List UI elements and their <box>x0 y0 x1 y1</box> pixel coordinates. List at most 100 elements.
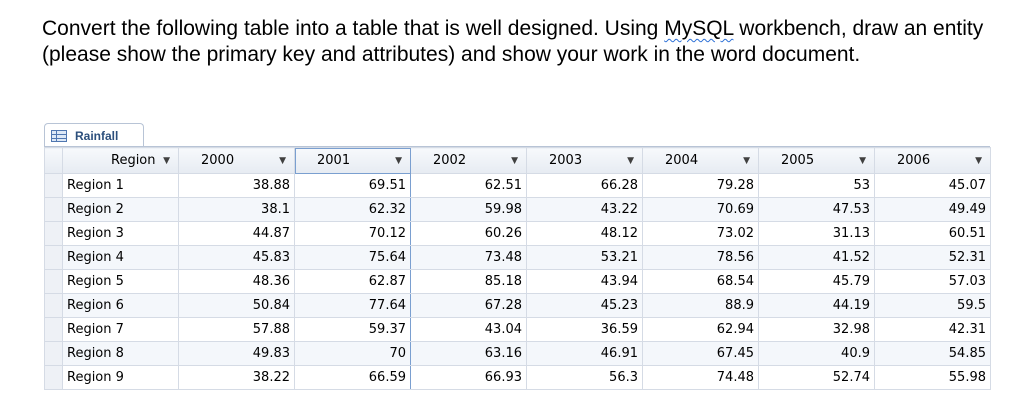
value-cell[interactable]: 66.93 <box>410 365 527 390</box>
value-cell[interactable]: 62.94 <box>642 317 759 342</box>
value-cell[interactable]: 45.07 <box>874 173 991 198</box>
dropdown-arrow-icon[interactable]: ▼ <box>975 155 982 166</box>
value-cell[interactable]: 66.59 <box>294 365 411 390</box>
value-cell[interactable]: 56.3 <box>526 365 643 390</box>
table-row[interactable]: Region 5 48.36 62.87 85.18 43.94 68.54 45.79 57… <box>44 269 991 294</box>
value-cell[interactable]: 57.88 <box>178 317 295 342</box>
value-cell[interactable]: 62.87 <box>294 269 411 294</box>
value-cell[interactable]: 38.1 <box>178 197 295 222</box>
value-cell[interactable]: 55.98 <box>874 365 991 390</box>
column-header-2001[interactable]: 2001 ▼ <box>294 147 411 174</box>
value-cell[interactable]: 38.88 <box>178 173 295 198</box>
value-cell[interactable]: 44.19 <box>758 293 875 318</box>
column-header-2000[interactable]: 2000 ▼ <box>178 147 295 174</box>
row-selector[interactable] <box>44 341 63 366</box>
column-header-2003[interactable]: 2003 ▼ <box>526 147 643 174</box>
column-header-2004[interactable]: 2004 ▼ <box>642 147 759 174</box>
value-cell[interactable]: 79.28 <box>642 173 759 198</box>
value-cell[interactable]: 48.12 <box>526 221 643 246</box>
row-selector[interactable] <box>44 173 63 198</box>
region-cell[interactable]: Region 2 <box>62 197 179 222</box>
value-cell[interactable]: 43.04 <box>410 317 527 342</box>
row-selector[interactable] <box>44 245 63 270</box>
value-cell[interactable]: 60.26 <box>410 221 527 246</box>
region-cell[interactable]: Region 6 <box>62 293 179 318</box>
dropdown-arrow-icon[interactable]: ▼ <box>511 155 518 166</box>
region-cell[interactable]: Region 8 <box>62 341 179 366</box>
value-cell[interactable]: 43.94 <box>526 269 643 294</box>
value-cell[interactable]: 52.31 <box>874 245 991 270</box>
value-cell[interactable]: 67.28 <box>410 293 527 318</box>
table-row[interactable]: Region 2 38.1 62.32 59.98 43.22 70.69 47.53 49.… <box>44 197 991 222</box>
value-cell[interactable]: 48.36 <box>178 269 295 294</box>
value-cell[interactable]: 53 <box>758 173 875 198</box>
row-selector[interactable] <box>44 197 63 222</box>
column-header-region[interactable]: Region ▼ <box>62 147 179 174</box>
value-cell[interactable]: 44.87 <box>178 221 295 246</box>
value-cell[interactable]: 70.69 <box>642 197 759 222</box>
table-row[interactable]: Region 4 45.83 75.64 73.48 53.21 78.56 41.52 52… <box>44 245 991 270</box>
value-cell[interactable]: 73.48 <box>410 245 527 270</box>
value-cell[interactable]: 63.16 <box>410 341 527 366</box>
row-selector[interactable] <box>44 365 63 390</box>
row-selector[interactable] <box>44 317 63 342</box>
region-cell[interactable]: Region 1 <box>62 173 179 198</box>
column-header-2005[interactable]: 2005 ▼ <box>758 147 875 174</box>
table-row[interactable]: Region 6 50.84 77.64 67.28 45.23 88.9 44.19 59.… <box>44 293 991 318</box>
value-cell[interactable]: 45.23 <box>526 293 643 318</box>
dropdown-arrow-icon[interactable]: ▼ <box>743 155 750 166</box>
value-cell[interactable]: 57.03 <box>874 269 991 294</box>
value-cell[interactable]: 88.9 <box>642 293 759 318</box>
row-selector[interactable] <box>44 293 63 318</box>
column-header-2006[interactable]: 2006 ▼ <box>874 147 991 174</box>
value-cell[interactable]: 78.56 <box>642 245 759 270</box>
table-row[interactable]: Region 7 57.88 59.37 43.04 36.59 62.94 32.98 42… <box>44 317 991 342</box>
dropdown-arrow-icon[interactable]: ▼ <box>627 155 634 166</box>
table-row[interactable]: Region 3 44.87 70.12 60.26 48.12 73.02 31.13 60… <box>44 221 991 246</box>
value-cell[interactable]: 77.64 <box>294 293 411 318</box>
value-cell[interactable]: 54.85 <box>874 341 991 366</box>
select-all-cell[interactable] <box>44 147 63 174</box>
region-cell[interactable]: Region 3 <box>62 221 179 246</box>
value-cell[interactable]: 52.74 <box>758 365 875 390</box>
value-cell[interactable]: 50.84 <box>178 293 295 318</box>
region-cell[interactable]: Region 5 <box>62 269 179 294</box>
value-cell[interactable]: 45.79 <box>758 269 875 294</box>
dropdown-arrow-icon[interactable]: ▼ <box>859 155 866 166</box>
column-header-2002[interactable]: 2002 ▼ <box>410 147 527 174</box>
value-cell[interactable]: 59.5 <box>874 293 991 318</box>
dropdown-arrow-icon[interactable]: ▼ <box>279 155 286 166</box>
dropdown-arrow-icon[interactable]: ▼ <box>163 155 170 166</box>
table-row[interactable]: Region 8 49.83 70 63.16 46.91 67.45 40.9 54.85 <box>44 341 991 366</box>
value-cell[interactable]: 46.91 <box>526 341 643 366</box>
value-cell[interactable]: 67.45 <box>642 341 759 366</box>
region-cell[interactable]: Region 9 <box>62 365 179 390</box>
table-row[interactable]: Region 1 38.88 69.51 62.51 66.28 79.28 53 45.07 <box>44 173 991 198</box>
value-cell[interactable]: 40.9 <box>758 341 875 366</box>
value-cell[interactable]: 42.31 <box>874 317 991 342</box>
value-cell[interactable]: 49.83 <box>178 341 295 366</box>
value-cell[interactable]: 49.49 <box>874 197 991 222</box>
table-row[interactable]: Region 9 38.22 66.59 66.93 56.3 74.48 52.74 55.… <box>44 365 991 390</box>
value-cell[interactable]: 62.32 <box>294 197 411 222</box>
value-cell[interactable]: 62.51 <box>410 173 527 198</box>
value-cell[interactable]: 31.13 <box>758 221 875 246</box>
value-cell[interactable]: 75.64 <box>294 245 411 270</box>
row-selector[interactable] <box>44 269 63 294</box>
value-cell[interactable]: 73.02 <box>642 221 759 246</box>
value-cell[interactable]: 38.22 <box>178 365 295 390</box>
value-cell[interactable]: 43.22 <box>526 197 643 222</box>
value-cell[interactable]: 59.37 <box>294 317 411 342</box>
value-cell[interactable]: 53.21 <box>526 245 643 270</box>
region-cell[interactable]: Region 4 <box>62 245 179 270</box>
value-cell[interactable]: 70 <box>294 341 411 366</box>
value-cell[interactable]: 74.48 <box>642 365 759 390</box>
value-cell[interactable]: 70.12 <box>294 221 411 246</box>
value-cell[interactable]: 59.98 <box>410 197 527 222</box>
value-cell[interactable]: 66.28 <box>526 173 643 198</box>
value-cell[interactable]: 45.83 <box>178 245 295 270</box>
value-cell[interactable]: 85.18 <box>410 269 527 294</box>
tab-rainfall[interactable]: Rainfall <box>44 123 144 147</box>
value-cell[interactable]: 69.51 <box>294 173 411 198</box>
dropdown-arrow-icon[interactable]: ▼ <box>395 155 402 166</box>
